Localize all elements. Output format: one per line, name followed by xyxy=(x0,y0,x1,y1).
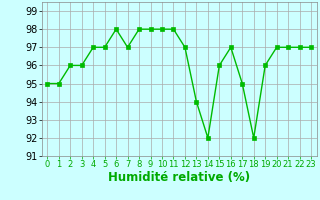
X-axis label: Humidité relative (%): Humidité relative (%) xyxy=(108,171,250,184)
